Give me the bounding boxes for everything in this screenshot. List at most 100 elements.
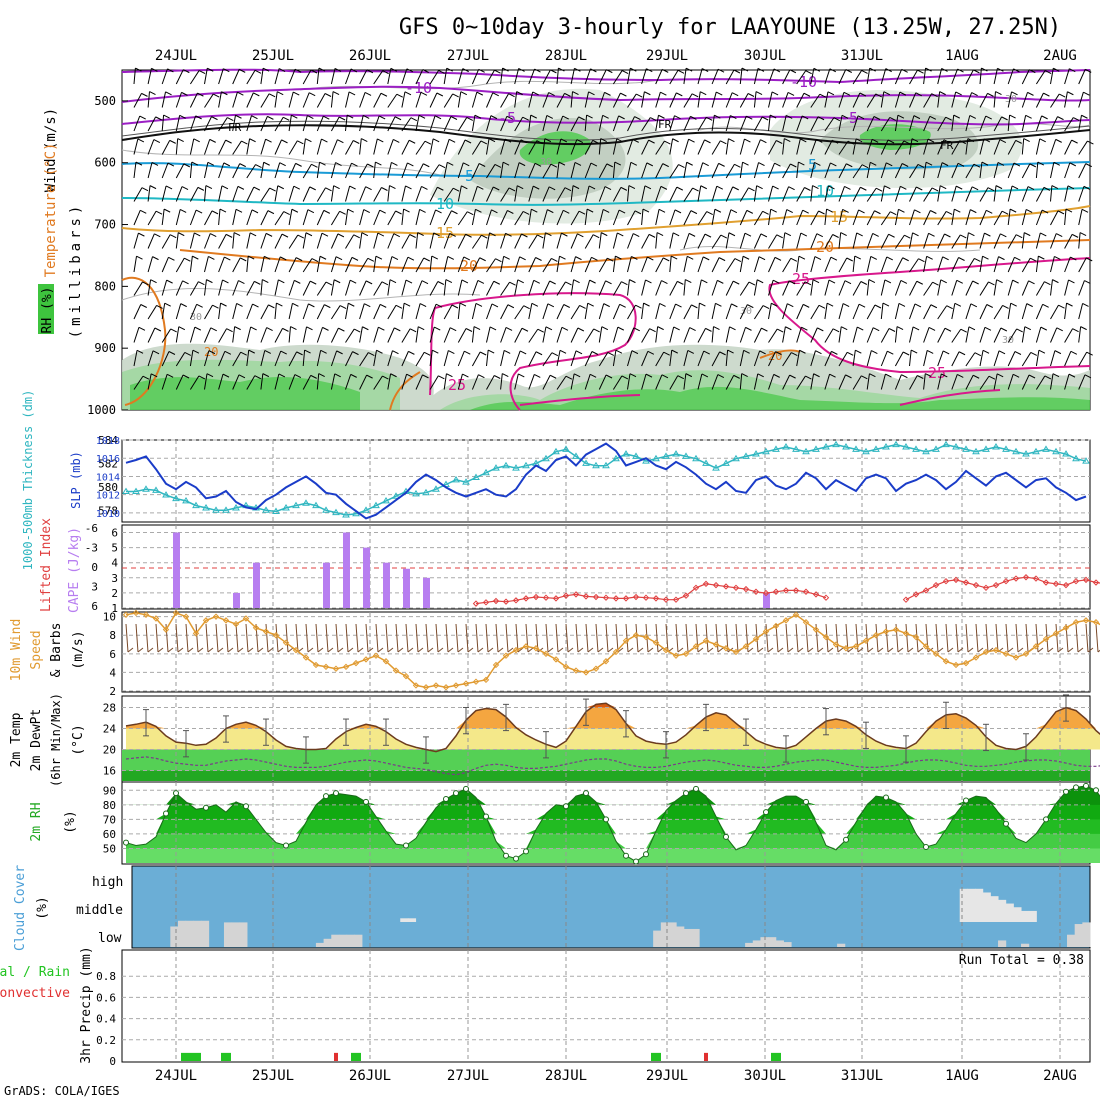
wind-barb-flag xyxy=(760,139,767,144)
wind-barb-staff xyxy=(232,257,241,273)
wind-barb-flag xyxy=(1014,256,1021,261)
wind-barb-staff xyxy=(471,69,480,85)
wind-barb-staff xyxy=(683,68,687,85)
wind10-barb-flag xyxy=(507,647,514,653)
wind-barb-staff xyxy=(147,350,154,367)
wind-barb-staff xyxy=(443,350,449,367)
wind-barb-staff xyxy=(570,279,575,296)
wind-barb-staff xyxy=(302,138,306,155)
lifted-index-marker xyxy=(702,580,710,588)
wind10-marker xyxy=(152,615,160,622)
wind-barb-staff xyxy=(1050,93,1060,108)
wind-barb-flag xyxy=(487,349,495,354)
wind-barb-flag xyxy=(446,373,453,378)
wind-barb-flag xyxy=(730,115,737,119)
wind-barb-flag xyxy=(559,255,566,260)
wind-barb-flag xyxy=(318,67,326,72)
lifted-index-marker xyxy=(802,588,810,595)
wind-barb-flag xyxy=(747,93,755,97)
wind-barb-staff xyxy=(852,375,862,390)
wind10-barb-staff xyxy=(325,623,329,653)
wind-barb-staff xyxy=(824,91,829,108)
wind-barb-flag xyxy=(813,67,821,72)
thickness-marker xyxy=(982,445,990,452)
wind-barb-flag xyxy=(310,374,317,379)
wind-barb-staff xyxy=(316,256,321,273)
wind-barb-flag xyxy=(832,328,840,333)
wind-barb-flag xyxy=(530,114,537,119)
wind-barb-staff xyxy=(669,115,675,132)
wind-barb-flag xyxy=(224,350,232,355)
lifted-index-marker xyxy=(762,589,770,597)
wind-barb-staff xyxy=(725,232,730,249)
wind-barb-staff xyxy=(133,187,143,202)
wind-barb-flag xyxy=(563,304,570,308)
wind-barb-flag xyxy=(941,68,948,72)
label-25-left: 25 xyxy=(448,376,466,394)
wind-barb-flag xyxy=(621,70,629,75)
wind-barb-flag xyxy=(521,233,528,238)
wind-barb-flag xyxy=(1085,163,1092,168)
wind-barb-flag xyxy=(826,302,834,307)
isotherm-minus5 xyxy=(121,113,1091,126)
wind-barb-flag xyxy=(478,163,486,167)
slp-tick-label: 1016 xyxy=(96,454,120,465)
lifted-index-marker xyxy=(672,596,680,603)
thickness-marker xyxy=(512,464,520,471)
wind-barb-flag xyxy=(534,374,541,378)
wind-barb-staff xyxy=(528,280,535,296)
wind-barb-flag xyxy=(196,303,203,308)
wind-barb-flag xyxy=(165,185,173,190)
wind-barb-flag xyxy=(449,327,457,332)
wind-barb-flag xyxy=(518,373,525,378)
wind-barb-staff xyxy=(866,233,874,249)
wind-barb-flag xyxy=(565,375,573,380)
wind-barb-staff xyxy=(909,375,918,390)
precip-total-bar xyxy=(191,1052,201,1061)
wind-barb-flag xyxy=(150,373,158,378)
wind-barb-flag xyxy=(956,279,963,284)
wind-barb-staff xyxy=(725,69,735,85)
wind-barb-staff xyxy=(810,233,818,249)
wind-barb-flag xyxy=(827,91,835,96)
contour-labels: -10 -10 -5 -5 FR FR FR 5 5 10 10 15 15 2… xyxy=(190,73,1017,394)
wind-barb-staff xyxy=(204,162,209,179)
bottom-date-label: 26JUL xyxy=(349,1068,391,1084)
wind-barb-staff xyxy=(1021,92,1028,108)
wind-barb-flag xyxy=(135,161,143,166)
wind-barb-staff xyxy=(218,91,222,108)
cloud-middle-bar xyxy=(998,899,1007,922)
wind-barb-flag xyxy=(545,326,553,331)
bottom-date-label: 27JUL xyxy=(447,1068,489,1084)
wind-barb-staff xyxy=(387,373,392,390)
temp-bands xyxy=(122,703,1100,781)
wind-barb-staff xyxy=(189,326,196,343)
wind-barb-staff xyxy=(852,92,861,108)
cape-tick-label: 6 xyxy=(111,527,118,540)
wind-barb-staff xyxy=(1007,303,1012,320)
wind-barb-flag xyxy=(1081,208,1089,213)
wind-barb-flag xyxy=(489,326,497,331)
rh2m-marker xyxy=(1083,782,1089,789)
precip-panel: 00.20.40.60.8 Run Total = 0.38 Total / R… xyxy=(0,946,1091,1068)
wind-barb-staff xyxy=(782,115,787,132)
thickness-marker xyxy=(872,445,880,452)
wind-barb-staff xyxy=(838,352,848,367)
wind-barb-staff xyxy=(345,115,348,132)
wind-barb-staff xyxy=(500,116,508,132)
temp-fill-veryhot xyxy=(126,703,1100,708)
wind10-tick-label: 10 xyxy=(103,611,116,624)
wind-barb-staff xyxy=(951,91,957,108)
wind-barb-staff xyxy=(965,352,976,367)
wind-barb-staff xyxy=(909,69,918,85)
wind-barb-staff xyxy=(584,351,593,367)
wind-barb-staff xyxy=(612,256,616,273)
lifted-index-marker xyxy=(582,593,590,600)
wind10-barb-staff xyxy=(945,623,949,653)
wind-barb-staff xyxy=(500,233,507,249)
wind-barb-flag xyxy=(770,208,777,213)
wind-barb-staff xyxy=(937,139,945,155)
thickness-marker xyxy=(682,452,690,459)
wind-barb-flag xyxy=(192,255,199,260)
wind10-marker xyxy=(142,611,150,618)
